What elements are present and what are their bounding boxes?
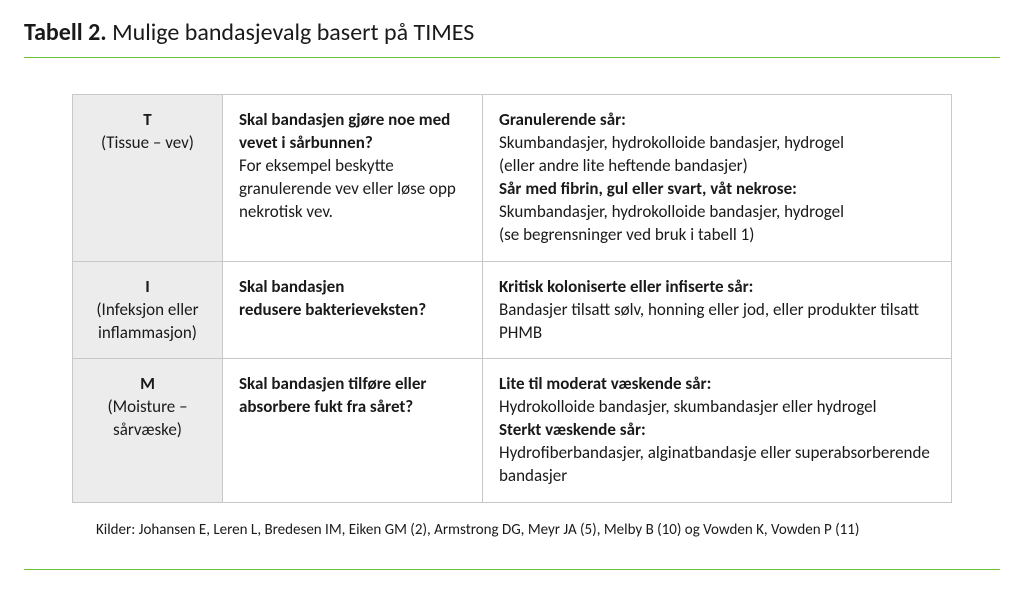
answer-text: (se begrensninger ved bruk i tabell 1) bbox=[499, 224, 754, 245]
question-bold: Skal bandasjen tilføre eller absorbere f… bbox=[239, 373, 426, 417]
question-rest: For eksempel beskytte granulerende vev e… bbox=[239, 155, 456, 222]
bottom-rule bbox=[24, 569, 1000, 570]
answer-heading: Sår med fibrin, gul eller svart, våt nek… bbox=[499, 178, 797, 199]
row-subtitle: (Moisture – sårvæske) bbox=[89, 396, 206, 442]
row-answer: Granulerende sår: Skumbandasjer, hydroko… bbox=[483, 95, 952, 262]
table-wrap: T (Tissue – vev) Skal bandasjen gjøre no… bbox=[24, 58, 1000, 509]
answer-heading: Lite til moderat væskende sår: bbox=[499, 373, 711, 394]
row-question: Skal bandasjen tilføre eller absorbere f… bbox=[223, 359, 483, 503]
answer-text: Hydrofiberbandasjer, alginatbandasje ell… bbox=[499, 442, 930, 486]
table-row: M (Moisture – sårvæske) Skal bandasjen t… bbox=[73, 359, 952, 503]
table-row: T (Tissue – vev) Skal bandasjen gjøre no… bbox=[73, 95, 952, 262]
question-bold: Skal bandasjen gjøre noe med vevet i sår… bbox=[239, 109, 450, 153]
row-label: I (Infeksjon eller inflammasjon) bbox=[73, 261, 223, 359]
row-letter: I bbox=[89, 276, 206, 299]
row-label: T (Tissue – vev) bbox=[73, 95, 223, 262]
answer-text: Hydrokolloide bandasjer, skumbandasjer e… bbox=[499, 396, 877, 417]
answer-heading: Sterkt væskende sår: bbox=[499, 419, 646, 440]
answer-text: (eller andre lite heftende bandasjer) bbox=[499, 155, 748, 176]
row-subtitle: (Infeksjon eller inflammasjon) bbox=[89, 299, 206, 345]
row-question: Skal bandasjen gjøre noe med vevet i sår… bbox=[223, 95, 483, 262]
title-rest: Mulige bandasjevalg basert på TIMES bbox=[107, 18, 475, 47]
title-lead: Tabell 2. bbox=[24, 18, 107, 47]
row-letter: M bbox=[89, 373, 206, 396]
row-letter: T bbox=[89, 109, 206, 132]
sources-line: Kilder: Johansen E, Leren L, Bredesen IM… bbox=[24, 509, 1000, 539]
answer-heading: Granulerende sår: bbox=[499, 109, 626, 130]
table-title: Tabell 2. Mulige bandasjevalg basert på … bbox=[24, 18, 1000, 47]
question-bold: Skal bandasjen bbox=[239, 276, 344, 297]
answer-text: Skumbandasjer, hydrokolloide bandasjer, … bbox=[499, 132, 844, 153]
times-table: T (Tissue – vev) Skal bandasjen gjøre no… bbox=[72, 94, 952, 503]
answer-text: Skumbandasjer, hydrokolloide bandasjer, … bbox=[499, 201, 844, 222]
row-answer: Lite til moderat væskende sår: Hydrokoll… bbox=[483, 359, 952, 503]
table-row: I (Infeksjon eller inflammasjon) Skal ba… bbox=[73, 261, 952, 359]
row-subtitle: (Tissue – vev) bbox=[89, 132, 206, 155]
row-question: Skal bandasjen redusere bakterieveksten? bbox=[223, 261, 483, 359]
answer-text: Bandasjer tilsatt sølv, honning eller jo… bbox=[499, 299, 919, 343]
answer-heading: Kritisk koloniserte eller infiserte sår: bbox=[499, 276, 753, 297]
row-label: M (Moisture – sårvæske) bbox=[73, 359, 223, 503]
question-bold: redusere bakterieveksten? bbox=[239, 299, 426, 320]
row-answer: Kritisk koloniserte eller infiserte sår:… bbox=[483, 261, 952, 359]
